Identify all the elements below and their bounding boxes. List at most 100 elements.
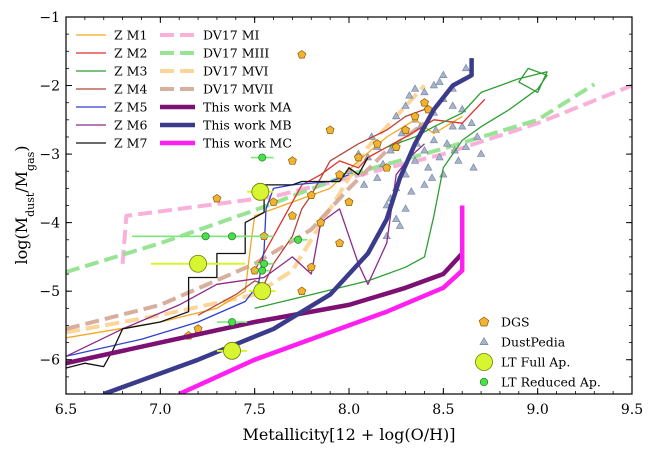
y-axis-label: log(Mdust/Mgas) xyxy=(12,145,37,264)
dgs-point-18 xyxy=(193,324,203,333)
dustpedia-point-8 xyxy=(439,70,448,78)
legend-left-label-2: Z M3 xyxy=(114,64,147,79)
dustpedia-point-52 xyxy=(410,84,420,92)
dgs-point-17 xyxy=(297,286,307,295)
y-tick-label: −6 xyxy=(39,353,60,369)
dustpedia-point-49 xyxy=(448,101,457,109)
legend-marker-2 xyxy=(475,353,493,371)
legend-right-label-6: This work MC xyxy=(203,136,292,151)
this-work-lines xyxy=(66,58,474,394)
dgs-point-3 xyxy=(401,125,411,134)
series-line-z-m4 xyxy=(197,108,425,316)
lt-reduced-point-5 xyxy=(228,318,236,326)
dgs-point-24 xyxy=(306,190,316,199)
dustpedia-point-22 xyxy=(454,156,463,164)
lt-reduced-point-1 xyxy=(201,232,210,241)
dustpedia-point-42 xyxy=(405,91,414,99)
dustpedia-point-7 xyxy=(461,63,471,72)
legend-right: DV17 MI DV17 MIII DV17 MVI DV17 MVII This wo… xyxy=(160,28,292,151)
dustpedia-point-43 xyxy=(420,180,429,188)
dustpedia-point-16 xyxy=(373,173,382,181)
dustpedia-point-41 xyxy=(469,163,478,171)
legend-marker-label-0: DGS xyxy=(501,315,530,330)
lt-full-point-2 xyxy=(253,282,272,301)
dgs-point-0 xyxy=(297,50,307,59)
dustpedia-point-35 xyxy=(401,204,410,212)
dgs-point-1 xyxy=(325,125,335,134)
lt-reduced-point-4 xyxy=(260,259,269,268)
dgs-point-8 xyxy=(335,170,345,179)
y-label-close: ) xyxy=(12,145,31,151)
dgs-point-11 xyxy=(287,211,297,220)
lt-reduced-point-3 xyxy=(258,266,267,275)
y-label-mid: /M xyxy=(12,171,31,193)
x-tick-label: 9.0 xyxy=(527,402,549,418)
y-tick-label: −1 xyxy=(39,10,60,26)
legend-marker-label-2: LT Full Ap. xyxy=(501,355,570,370)
y-tick-label: −2 xyxy=(39,79,60,95)
dustpedia-point-27 xyxy=(407,187,416,195)
series-line-z-m2 xyxy=(254,98,486,271)
x-tick-label: 7.0 xyxy=(149,402,171,418)
y-label-sub-dust: dust xyxy=(24,192,37,217)
dustpedia-point-53 xyxy=(427,173,437,181)
dustpedia-point-28 xyxy=(386,146,395,154)
series-line-this-work-ma xyxy=(66,251,464,366)
legend-left-label-6: Z M7 xyxy=(114,136,147,151)
dustpedia-point-21 xyxy=(442,139,452,147)
dgs-point-7 xyxy=(287,156,297,165)
dgs-point-2 xyxy=(372,139,382,148)
x-tick-label: 8.5 xyxy=(432,402,454,418)
lt-full-point-1 xyxy=(189,254,207,273)
dv17-lines xyxy=(66,82,632,335)
legend-right-label-0: DV17 MI xyxy=(203,28,260,43)
dustpedia-point-33 xyxy=(395,221,405,229)
series-line-this-work-mb xyxy=(102,58,474,394)
legend-left-label-1: Z M2 xyxy=(114,46,147,61)
y-tick-label: −5 xyxy=(39,284,60,300)
lt-reduced-point-2 xyxy=(228,232,236,241)
dustpedia-point-9 xyxy=(429,135,439,144)
axes: 6.5 7.0 7.5 8.0 8.5 9.0 9.5 −6 −5 −4 −3 −2 −1 xyxy=(39,10,643,418)
legend-right-label-1: DV17 MIII xyxy=(203,46,269,61)
dustpedia-point-26 xyxy=(424,163,433,171)
dustpedia-point-48 xyxy=(359,180,369,188)
lt-points xyxy=(132,153,308,360)
legend-marker-label-3: LT Reduced Ap. xyxy=(501,375,601,390)
dustpedia-point-51 xyxy=(435,77,444,85)
legend-marker-0 xyxy=(478,316,490,327)
plot-area xyxy=(66,50,632,394)
dustpedia-point-50 xyxy=(476,149,486,157)
legend-right-label-5: This work MB xyxy=(203,118,292,133)
y-tick-label: −4 xyxy=(39,216,60,232)
dgs-point-20 xyxy=(212,193,222,203)
dustpedia-point-5 xyxy=(448,122,457,130)
dgs-point-13 xyxy=(335,238,345,247)
dustpedia-point-45 xyxy=(458,122,467,130)
legend-right-label-4: This work MA xyxy=(203,100,292,115)
dgs-point-9 xyxy=(353,152,363,162)
y-label-main: log(M xyxy=(12,217,31,265)
x-axis-label: Metallicity[12 + log(O/H)] xyxy=(242,425,455,444)
y-tick-label: −3 xyxy=(39,147,60,163)
series-line-z-m7 xyxy=(66,157,369,369)
legend-left-label-0: Z M1 xyxy=(114,28,147,43)
series-line-dv17-mvii xyxy=(66,121,426,331)
dustpedia-point-15 xyxy=(392,214,401,222)
legend-marker-label-1: DustPedia xyxy=(501,335,566,350)
dgs-point-5 xyxy=(420,98,429,107)
dustpedia-point-20 xyxy=(435,152,444,161)
lt-reduced-point-6 xyxy=(294,235,303,244)
series-line-z-m5 xyxy=(66,174,350,357)
dgs-point-23 xyxy=(423,104,433,114)
legend-left: Z M1 Z M2 Z M3 Z M4 Z M5 Z M6 Z M7 xyxy=(76,28,147,151)
series-line-z-m3 xyxy=(254,67,548,309)
dgs-point-21 xyxy=(344,197,354,206)
x-tick-label: 6.5 xyxy=(55,402,77,418)
lt-full-point-0 xyxy=(251,182,270,201)
dustpedia-point-24 xyxy=(467,118,476,126)
legend-left-label-5: Z M6 xyxy=(114,118,147,133)
dustpedia-point-44 xyxy=(439,170,448,178)
lt-reduced-point-0 xyxy=(258,153,267,162)
